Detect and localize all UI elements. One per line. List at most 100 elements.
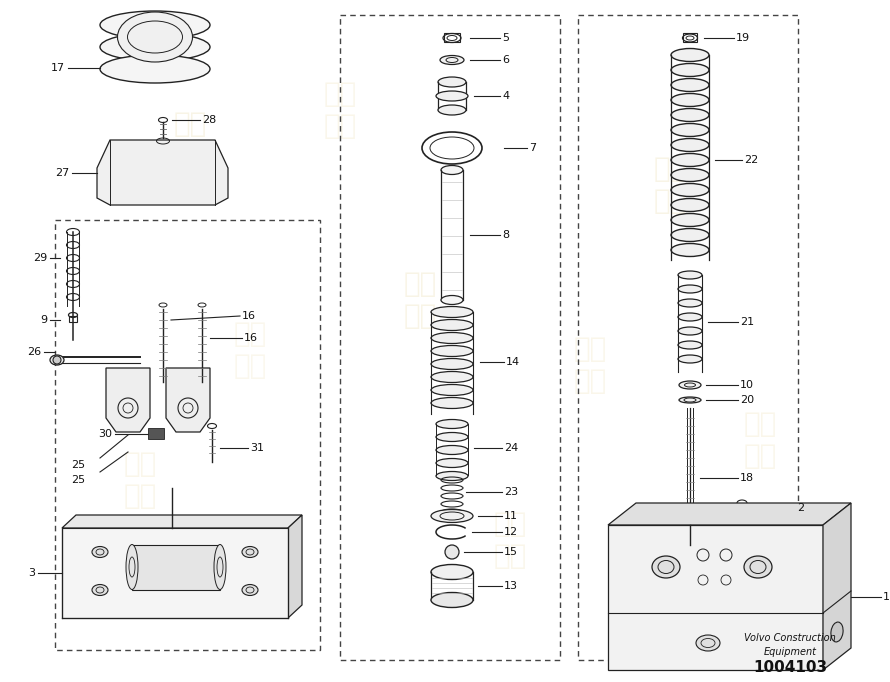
Text: 25: 25 (71, 475, 85, 485)
Ellipse shape (431, 359, 473, 370)
Text: 紧发
动力: 紧发 动力 (493, 510, 527, 570)
Text: 30: 30 (98, 429, 112, 439)
Bar (148, 428, 164, 439)
Ellipse shape (671, 198, 709, 211)
Ellipse shape (431, 385, 473, 396)
Ellipse shape (671, 153, 709, 166)
Ellipse shape (438, 105, 466, 115)
Ellipse shape (671, 48, 709, 61)
Ellipse shape (671, 93, 709, 106)
Ellipse shape (431, 346, 473, 357)
Ellipse shape (242, 584, 258, 595)
Text: 紧发
动力: 紧发 动力 (233, 320, 267, 380)
Ellipse shape (671, 168, 709, 181)
Ellipse shape (678, 313, 702, 321)
Ellipse shape (431, 593, 473, 608)
Text: 29: 29 (33, 253, 47, 263)
Ellipse shape (671, 78, 709, 91)
Ellipse shape (92, 546, 108, 557)
Ellipse shape (214, 544, 226, 589)
Text: 4: 4 (502, 91, 509, 101)
Ellipse shape (671, 183, 709, 196)
Text: 紧发
动力: 紧发 动力 (323, 80, 357, 140)
Text: 6: 6 (502, 55, 509, 65)
Text: 紧发
动力: 紧发 动力 (653, 155, 686, 216)
Ellipse shape (441, 295, 463, 304)
Ellipse shape (671, 108, 709, 121)
Text: 3: 3 (28, 568, 35, 578)
Text: 21: 21 (740, 317, 754, 327)
Ellipse shape (678, 327, 702, 335)
Ellipse shape (431, 333, 473, 344)
Text: 20: 20 (740, 395, 754, 405)
Bar (578, 15, 798, 660)
Bar (444, 33, 460, 42)
Text: 9: 9 (40, 315, 47, 325)
Text: 11: 11 (504, 511, 518, 521)
Ellipse shape (678, 355, 702, 363)
Text: 31: 31 (250, 443, 264, 453)
Ellipse shape (436, 432, 468, 441)
Ellipse shape (100, 55, 210, 83)
Ellipse shape (671, 138, 709, 151)
Ellipse shape (431, 306, 473, 318)
Ellipse shape (126, 544, 138, 589)
Text: 7: 7 (529, 143, 536, 153)
Bar (340, 15, 560, 660)
Text: 1: 1 (883, 592, 890, 602)
Bar (62, 528, 288, 618)
Ellipse shape (679, 397, 701, 403)
Circle shape (53, 356, 61, 364)
Bar (69, 316, 77, 322)
Text: 8: 8 (502, 230, 509, 240)
Ellipse shape (100, 11, 210, 39)
Text: 15: 15 (504, 547, 518, 557)
Text: 16: 16 (244, 333, 258, 343)
Ellipse shape (696, 635, 720, 651)
Text: 紧发
动力: 紧发 动力 (403, 270, 437, 330)
Ellipse shape (92, 584, 108, 595)
Ellipse shape (671, 213, 709, 226)
Ellipse shape (671, 63, 709, 76)
Text: 24: 24 (504, 443, 518, 453)
Text: 23: 23 (504, 487, 518, 497)
Ellipse shape (679, 381, 701, 389)
Text: 5: 5 (502, 33, 509, 43)
Ellipse shape (678, 299, 702, 307)
Text: 19: 19 (736, 33, 750, 43)
Text: Equipment: Equipment (764, 647, 816, 657)
Ellipse shape (431, 319, 473, 331)
Text: 紧发
动力: 紧发 动力 (573, 335, 607, 395)
Text: 18: 18 (740, 473, 754, 483)
Ellipse shape (431, 509, 473, 522)
Bar (132, 545, 220, 590)
Ellipse shape (438, 77, 466, 87)
Polygon shape (608, 525, 823, 670)
Ellipse shape (436, 445, 468, 454)
Text: 12: 12 (504, 527, 518, 537)
Ellipse shape (436, 458, 468, 467)
Text: 14: 14 (506, 357, 520, 367)
Text: 26: 26 (27, 347, 41, 357)
Polygon shape (288, 515, 302, 618)
Bar (683, 33, 697, 42)
Text: 紧发
动力: 紧发 动力 (684, 550, 716, 610)
Ellipse shape (100, 33, 210, 61)
Ellipse shape (678, 285, 702, 293)
Bar (55, 220, 320, 650)
Ellipse shape (431, 372, 473, 383)
Text: 13: 13 (504, 581, 518, 591)
Text: 紧发
动力: 紧发 动力 (743, 410, 777, 470)
Ellipse shape (671, 243, 709, 256)
Ellipse shape (50, 355, 64, 365)
Ellipse shape (744, 556, 772, 578)
Ellipse shape (652, 556, 680, 578)
Polygon shape (608, 503, 851, 525)
Ellipse shape (436, 91, 468, 101)
Polygon shape (97, 140, 228, 205)
Ellipse shape (117, 12, 192, 62)
Ellipse shape (436, 419, 468, 428)
Ellipse shape (678, 341, 702, 349)
Ellipse shape (831, 622, 843, 642)
Text: 紧发
动力: 紧发 动力 (124, 450, 157, 510)
